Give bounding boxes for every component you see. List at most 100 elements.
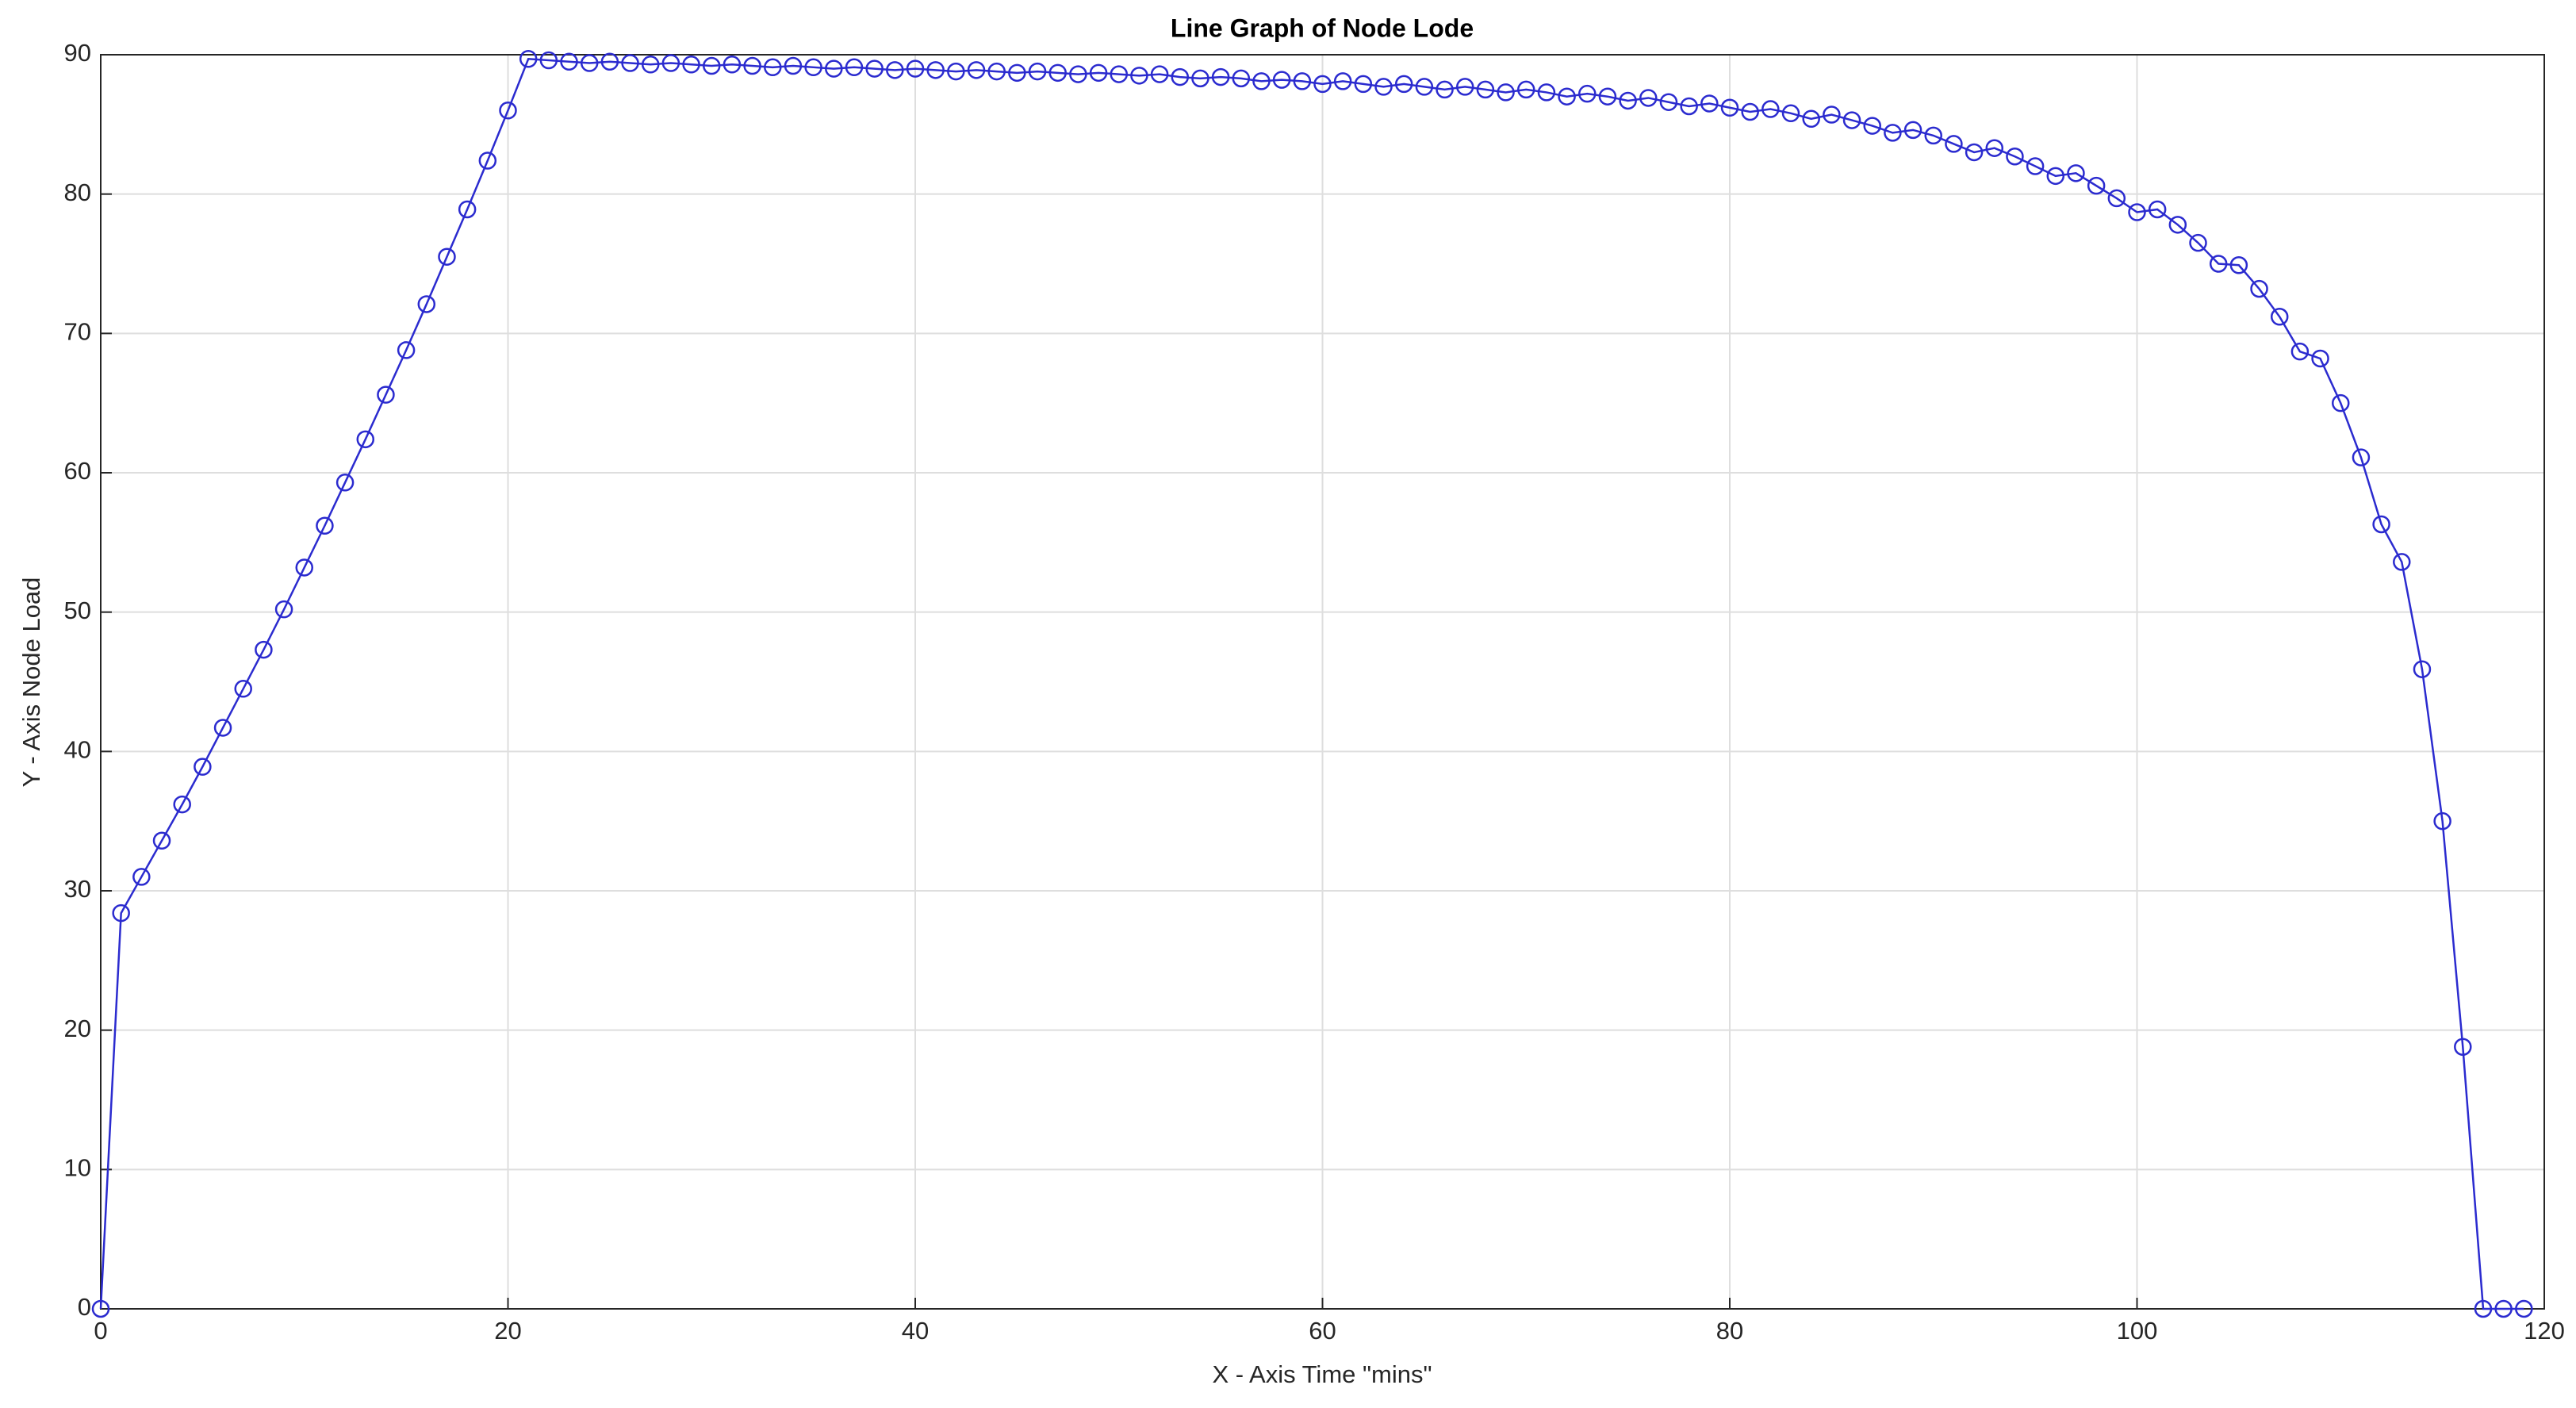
data-marker [2352, 448, 2371, 466]
data-marker [1394, 75, 1413, 94]
data-marker [865, 59, 884, 78]
data-marker [377, 386, 395, 404]
data-marker [2290, 342, 2310, 361]
y-tick-label: 90 [64, 39, 91, 67]
y-tick-label: 50 [64, 597, 91, 624]
data-marker [825, 59, 843, 78]
data-marker [1842, 111, 1861, 129]
data-marker [1354, 75, 1373, 94]
data-marker [1252, 72, 1271, 90]
data-marker [1171, 67, 1190, 86]
data-marker [2209, 255, 2228, 273]
data-marker [1232, 69, 1251, 88]
data-marker [91, 1299, 110, 1318]
data-marker [1863, 117, 1881, 135]
data-marker [499, 102, 517, 120]
data-marker [764, 58, 782, 77]
data-marker [295, 558, 313, 577]
data-marker [1211, 67, 1230, 86]
data-marker [1415, 78, 1434, 96]
data-marker [438, 247, 456, 266]
data-marker [560, 52, 578, 71]
data-marker [1272, 71, 1291, 89]
data-marker [926, 61, 945, 79]
data-marker [213, 719, 232, 737]
data-marker [2067, 164, 2085, 182]
data-marker [1089, 63, 1108, 82]
data-marker [1069, 65, 1087, 83]
data-marker [703, 56, 721, 75]
data-marker [1191, 69, 1209, 88]
data-marker [804, 58, 822, 77]
data-marker [1965, 143, 1984, 162]
y-tick-label: 0 [78, 1293, 91, 1321]
data-marker [1008, 63, 1026, 82]
data-marker [519, 50, 538, 68]
x-tick-label: 80 [1716, 1317, 1743, 1345]
data-marker [1558, 87, 1576, 106]
x-tick-label: 20 [494, 1317, 521, 1345]
data-marker [1333, 72, 1352, 90]
data-marker [2046, 167, 2065, 186]
x-axis-label: X - Axis Time "mins" [1213, 1360, 1432, 1388]
data-marker [112, 903, 130, 923]
data-marker [2413, 660, 2432, 678]
y-tick-label: 10 [64, 1154, 91, 1182]
y-tick-label: 20 [64, 1015, 91, 1042]
data-marker [600, 52, 619, 71]
data-marker [1150, 65, 1169, 83]
data-marker [682, 56, 700, 74]
data-marker [723, 56, 742, 74]
data-marker [274, 600, 293, 619]
data-marker [1945, 135, 1963, 153]
data-marker [356, 430, 375, 449]
data-marker [1823, 106, 1841, 124]
data-marker [2494, 1299, 2513, 1318]
data-marker [397, 341, 416, 359]
data-marker [1537, 83, 1556, 102]
data-marker [2168, 216, 2187, 234]
data-marker [1313, 75, 1332, 94]
data-marker [641, 56, 660, 74]
x-tick-label: 60 [1309, 1317, 1336, 1345]
data-marker [1598, 87, 1617, 106]
y-tick-label: 80 [64, 178, 91, 206]
data-marker [2270, 308, 2289, 326]
data-marker [1761, 100, 1780, 118]
data-marker [2107, 189, 2126, 208]
data-marker [478, 152, 497, 170]
data-marker [2006, 147, 2024, 166]
data-marker [335, 474, 355, 492]
data-marker [458, 200, 477, 219]
x-tick-label: 120 [2524, 1317, 2565, 1345]
data-marker [1659, 93, 1678, 111]
data-marker [1720, 98, 1739, 117]
chart-title: Line Graph of Node Lode [1171, 13, 1474, 42]
data-marker [2026, 157, 2045, 175]
data-marker [1639, 89, 1658, 107]
data-marker [1700, 94, 1719, 113]
data-marker [539, 51, 558, 70]
data-marker [1374, 78, 1393, 96]
data-marker [173, 795, 191, 814]
data-marker [947, 62, 965, 81]
data-marker [2148, 200, 2167, 219]
data-marker [2332, 393, 2350, 412]
data-marker [1680, 97, 1698, 116]
y-tick-label: 60 [64, 457, 91, 485]
data-marker [621, 54, 639, 72]
data-marker [1884, 124, 1902, 142]
data-marker [743, 56, 761, 75]
data-marker [152, 831, 171, 850]
data-marker [1517, 80, 1535, 99]
data-marker [967, 61, 986, 79]
data-marker [2393, 553, 2411, 571]
data-marker [132, 868, 151, 886]
data-marker [316, 516, 334, 535]
data-marker [2474, 1299, 2493, 1318]
data-marker [1476, 80, 1495, 99]
data-marker [2250, 279, 2268, 298]
data-marker [1741, 102, 1759, 121]
data-marker [2087, 176, 2106, 195]
data-marker [2515, 1299, 2533, 1318]
